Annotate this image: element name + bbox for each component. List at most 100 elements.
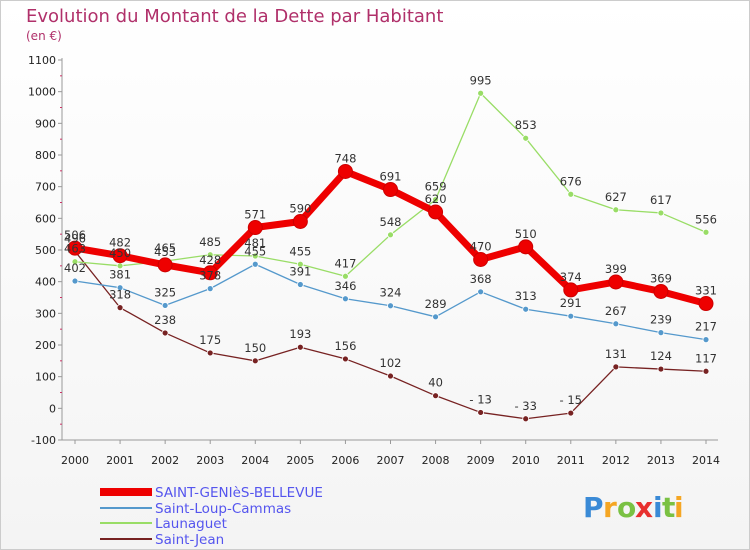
- logo-letter: t: [662, 491, 675, 524]
- y-tick-label: 1100: [28, 54, 56, 67]
- data-label: 463: [64, 242, 86, 256]
- data-point: [387, 302, 394, 310]
- data-label: 346: [334, 279, 356, 293]
- data-point: [116, 284, 124, 292]
- data-label: 481: [244, 236, 266, 250]
- x-tick-label: 2005: [286, 454, 314, 467]
- data-label: 289: [425, 297, 447, 311]
- data-point: [251, 252, 259, 260]
- data-label: 548: [380, 215, 402, 229]
- data-label: 325: [154, 285, 176, 299]
- y-tick-label: 100: [35, 371, 56, 384]
- legend-label: Saint-Loup-Cammas: [155, 501, 291, 517]
- data-point: [702, 367, 710, 375]
- y-tick-label: 600: [35, 212, 56, 225]
- data-point: [477, 409, 485, 416]
- y-tick-label: 900: [35, 117, 56, 130]
- data-point: [612, 363, 620, 371]
- data-point: [206, 251, 214, 259]
- data-point: [247, 220, 263, 236]
- data-label: 402: [64, 261, 86, 275]
- data-point: [292, 214, 308, 229]
- data-point: [612, 320, 620, 328]
- data-label: 131: [605, 347, 627, 361]
- data-label: 455: [244, 244, 266, 258]
- series-3: [71, 247, 710, 423]
- data-point: [522, 305, 530, 313]
- data-label: 450: [109, 246, 131, 260]
- data-point: [698, 296, 714, 312]
- data-point: [342, 272, 349, 280]
- data-label: 506: [64, 228, 86, 242]
- y-tick-label: 500: [35, 244, 56, 257]
- data-label: 556: [695, 212, 717, 226]
- data-label: 267: [605, 304, 627, 318]
- data-point: [563, 282, 579, 298]
- labels-1: 402 381 325 378 455 391 346 324 289 368 313 291 267 2…: [64, 244, 717, 333]
- data-point: [567, 409, 575, 417]
- data-label: 378: [199, 269, 221, 283]
- data-point: [387, 372, 394, 380]
- data-label: - 13: [469, 392, 491, 406]
- data-label: 117: [695, 351, 717, 365]
- data-label: 620: [425, 192, 447, 206]
- data-point: [342, 295, 349, 303]
- y-tick-label: 300: [35, 307, 56, 320]
- data-label: 617: [650, 193, 672, 207]
- y-tick-label: -100: [31, 434, 56, 447]
- legend-label: Launaguet: [155, 516, 227, 532]
- data-point: [67, 240, 83, 256]
- data-label: 510: [515, 227, 537, 241]
- data-label: 291: [560, 296, 582, 310]
- data-label: 470: [470, 240, 492, 254]
- data-label: 239: [650, 313, 672, 327]
- data-label: 368: [470, 272, 492, 286]
- data-label: 453: [154, 245, 176, 259]
- data-label: 124: [650, 349, 672, 363]
- data-point: [657, 209, 665, 217]
- data-point: [477, 89, 485, 97]
- series-1: [71, 260, 710, 344]
- data-label: 455: [289, 244, 311, 258]
- logo-letter: P: [583, 491, 604, 524]
- data-point: [112, 248, 128, 264]
- data-point: [342, 355, 349, 363]
- data-point: [608, 274, 624, 290]
- y-tick-label: 700: [35, 181, 56, 194]
- data-point: [567, 312, 575, 320]
- data-point: [296, 281, 304, 288]
- data-label: 428: [199, 253, 221, 267]
- series-0: [67, 163, 714, 312]
- data-label: 318: [109, 288, 131, 302]
- data-label: 150: [244, 341, 266, 355]
- data-label: 496: [64, 231, 86, 245]
- data-point: [71, 277, 79, 285]
- x-tick-label: 2014: [692, 454, 720, 467]
- data-label: 465: [154, 241, 176, 255]
- data-label: 238: [154, 313, 176, 327]
- y-tick-label: 200: [35, 339, 56, 352]
- data-point: [387, 231, 394, 239]
- y-tick-label: 800: [35, 149, 56, 162]
- legend-label: Saint-Jean: [155, 532, 224, 548]
- data-point: [522, 415, 530, 423]
- data-label: 417: [334, 256, 356, 270]
- data-point: [657, 329, 665, 337]
- data-label: 659: [425, 180, 447, 194]
- data-point: [251, 260, 259, 268]
- data-point: [477, 288, 485, 296]
- labels-3: 496 318 238 175 150 193 156 102 40 - 13 - 33 - 15 13…: [64, 231, 717, 413]
- data-point: [161, 329, 169, 337]
- data-label: 374: [560, 270, 582, 284]
- data-point: [653, 283, 669, 299]
- data-point: [202, 265, 218, 281]
- y-tick-label: 1000: [28, 86, 56, 99]
- data-point: [206, 349, 214, 357]
- data-label: 399: [605, 262, 627, 276]
- data-label: - 33: [514, 399, 536, 413]
- data-label: 369: [650, 271, 672, 285]
- axes: -100 0 100 200 300 400 500 600 700 800 900 1000 1100…: [28, 54, 720, 467]
